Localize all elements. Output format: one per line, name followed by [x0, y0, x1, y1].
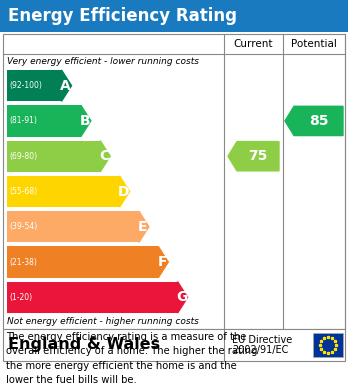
Bar [7, 105, 81, 136]
Text: E: E [138, 220, 148, 234]
Polygon shape [120, 176, 129, 207]
Polygon shape [139, 211, 149, 242]
Bar [7, 141, 100, 172]
Text: C: C [99, 149, 109, 163]
Polygon shape [228, 142, 279, 171]
Text: (81-91): (81-91) [9, 117, 37, 126]
Text: 85: 85 [309, 114, 328, 128]
Text: The energy efficiency rating is a measure of the
overall efficiency of a home. T: The energy efficiency rating is a measur… [6, 332, 258, 385]
Text: Energy Efficiency Rating: Energy Efficiency Rating [8, 7, 237, 25]
Text: G: G [176, 291, 187, 304]
Polygon shape [100, 141, 110, 172]
Bar [7, 211, 139, 242]
Text: Very energy efficient - lower running costs: Very energy efficient - lower running co… [7, 57, 199, 66]
Text: B: B [80, 114, 90, 128]
Bar [7, 246, 158, 278]
Text: (55-68): (55-68) [9, 187, 37, 196]
Polygon shape [158, 246, 168, 278]
Bar [0, 0, 348, 32]
Text: F: F [158, 255, 167, 269]
Text: D: D [118, 185, 129, 199]
Bar [3, 329, 345, 361]
Bar [7, 282, 177, 313]
Bar [7, 176, 120, 207]
Polygon shape [285, 106, 343, 136]
Polygon shape [177, 282, 188, 313]
Text: (92-100): (92-100) [9, 81, 42, 90]
Text: Current: Current [234, 39, 273, 49]
Polygon shape [81, 105, 91, 136]
Text: (39-54): (39-54) [9, 222, 37, 231]
Text: A: A [60, 79, 71, 93]
Text: EU Directive: EU Directive [232, 335, 292, 345]
Text: (69-80): (69-80) [9, 152, 37, 161]
Text: 75: 75 [248, 149, 268, 163]
Text: (21-38): (21-38) [9, 258, 37, 267]
Text: (1-20): (1-20) [9, 293, 32, 302]
Text: England & Wales: England & Wales [8, 337, 160, 353]
Bar [3, 34, 345, 329]
Bar [7, 70, 62, 101]
Text: 2002/91/EC: 2002/91/EC [232, 345, 288, 355]
Text: Not energy efficient - higher running costs: Not energy efficient - higher running co… [7, 317, 199, 326]
Text: Potential: Potential [291, 39, 337, 49]
Polygon shape [62, 70, 71, 101]
Bar [313, 333, 343, 357]
